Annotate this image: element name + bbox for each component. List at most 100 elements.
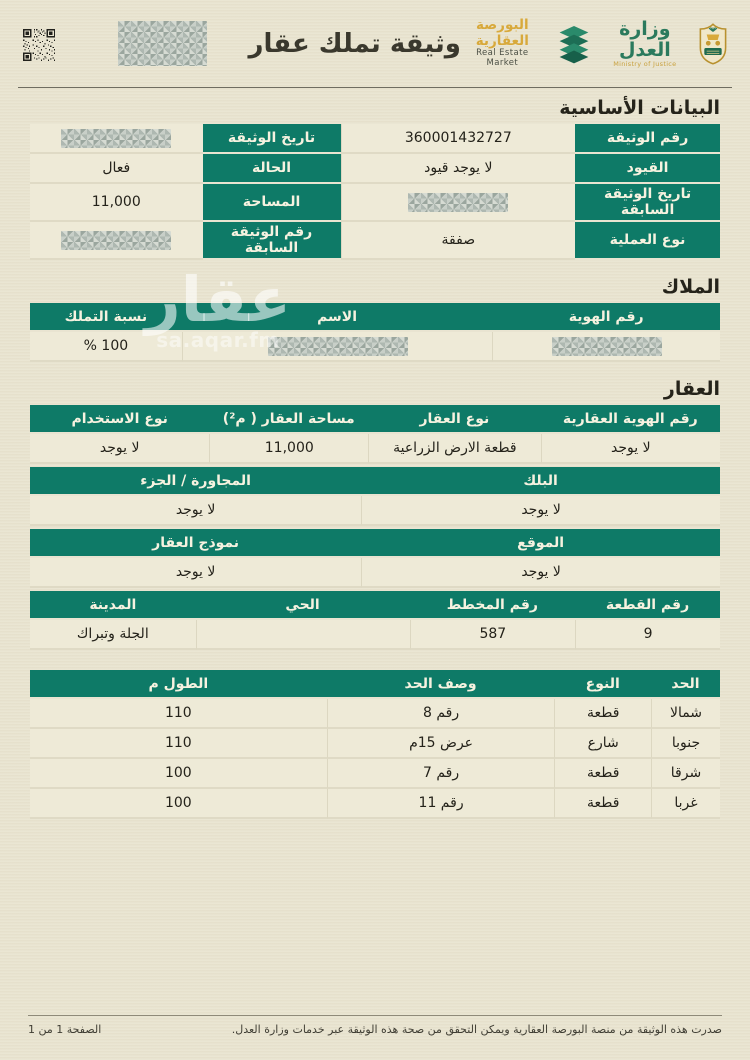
- property-block-table: البلك المجاورة / الجزء لا يوجد لا يوجد: [30, 467, 720, 526]
- label-document-number: رقم الوثيقة: [575, 124, 720, 154]
- value-block: لا يوجد: [361, 496, 720, 526]
- table-header-row: رقم الهوية الاسم نسبة التملك: [30, 303, 720, 332]
- value-usage-type: لا يوجد: [30, 434, 210, 464]
- real-estate-market-label-en: Real Estate Market: [476, 48, 529, 69]
- section-title-basic: البيانات الأساسية: [559, 97, 720, 119]
- column-plot-number: رقم القطعة: [575, 591, 720, 620]
- column-block: البلك: [361, 467, 720, 496]
- value-boundary-north: شمالا: [651, 699, 720, 729]
- table-header-row: الحد النوع وصف الحد الطول م: [30, 670, 720, 699]
- ministry-of-justice-label-en: Ministry of Justice: [613, 59, 677, 68]
- ministry-emblem-icon: [699, 22, 727, 65]
- footer-page-number: الصفحة 1 من 1: [28, 1023, 102, 1036]
- real-estate-market-label-ar: البورصة العقارية: [475, 17, 529, 49]
- column-location: الموقع: [361, 529, 720, 558]
- value-property-id: لا يوجد: [540, 434, 720, 464]
- section-title-property: العقار: [663, 378, 720, 400]
- value-property-model: لا يوجد: [30, 558, 362, 588]
- table-row: 9 587 الجلة وتبراك: [30, 620, 720, 650]
- value-area: 11,000: [30, 184, 203, 222]
- value-owner-id: [492, 332, 720, 362]
- column-ownership-share: نسبة التملك: [30, 303, 182, 332]
- value-location: لا يوجد: [361, 558, 720, 588]
- label-previous-document-date: تاريخ الوثيقة السابقة: [575, 184, 720, 222]
- value-plot-number: 9: [575, 620, 720, 650]
- column-property-id: رقم الهوية العقارية: [540, 405, 720, 434]
- section-title-owners: الملاك: [661, 276, 720, 298]
- column-property-model: نموذج العقار: [30, 529, 362, 558]
- table-row: لا يوجد لا يوجد: [30, 496, 720, 526]
- value-boundary-north-length: 110: [30, 699, 327, 729]
- table-row: نوع العملية صفقة رقم الوثيقة السابقة: [30, 222, 720, 260]
- property-plan-table: رقم القطعة رقم المخطط الحي المدينة 9 587…: [30, 591, 720, 650]
- value-boundary-west-length: 100: [30, 789, 327, 819]
- column-boundary-type: النوع: [554, 670, 651, 699]
- value-boundary-west-type: قطعة: [554, 789, 651, 819]
- real-estate-market-logo: البورصة العقارية Real Estate Market: [461, 17, 544, 69]
- value-boundary-east-length: 100: [30, 759, 327, 789]
- table-header-row: الموقع نموذج العقار: [30, 529, 720, 558]
- column-property-type: نوع العقار: [368, 405, 541, 434]
- page-title: وثيقة تملك عقار: [248, 28, 461, 59]
- header-logos: البورصة العقارية Real Estate Market وزار…: [461, 17, 728, 71]
- redacted-value: [61, 128, 172, 148]
- column-owner-name: الاسم: [181, 303, 493, 332]
- label-transaction-type: نوع العملية: [575, 222, 720, 260]
- value-ownership-share: % 100: [30, 332, 182, 362]
- value-boundary-south: جنوبا: [651, 729, 720, 759]
- value-previous-document-number: [30, 222, 203, 260]
- owners-table: رقم الهوية الاسم نسبة التملك % 100: [30, 303, 720, 362]
- column-boundary-description: وصف الحد: [326, 670, 555, 699]
- table-row: % 100: [30, 332, 720, 362]
- value-boundary-south-length: 110: [30, 729, 327, 759]
- value-boundary-south-type: شارع: [554, 729, 651, 759]
- basic-data-table: رقم الوثيقة 360001432727 تاريخ الوثيقة ا…: [30, 124, 720, 260]
- value-boundary-north-description: رقم 8: [326, 699, 555, 729]
- document-footer: صدرت هذه الوثيقة من منصة البورصة العقاري…: [28, 1015, 722, 1036]
- label-previous-document-number: رقم الوثيقة السابقة: [202, 222, 341, 260]
- redacted-value: [408, 192, 509, 212]
- value-document-number: 360001432727: [340, 124, 576, 154]
- column-adjacent-part: المجاورة / الجزء: [30, 467, 362, 496]
- label-status: الحالة: [202, 154, 341, 184]
- column-city: المدينة: [30, 591, 196, 620]
- value-property-area: 11,000: [209, 434, 369, 464]
- value-property-type: قطعة الارض الزراعية: [368, 434, 541, 464]
- redacted-value: [551, 336, 662, 356]
- value-status: فعال: [30, 154, 203, 184]
- table-row: غربا قطعة رقم 11 100: [30, 789, 720, 819]
- document-header: وثيقة تملك عقار البورصة العقارية Real Es…: [18, 0, 732, 88]
- column-district: الحي: [195, 591, 410, 620]
- table-row: شمالا قطعة رقم 8 110: [30, 699, 720, 729]
- value-plan-number: 587: [409, 620, 576, 650]
- boundaries-table: الحد النوع وصف الحد الطول م شمالا قطعة ر…: [30, 670, 720, 819]
- label-restrictions: القيود: [575, 154, 720, 184]
- table-row: تاريخ الوثيقة السابقة المساحة 11,000: [30, 184, 720, 222]
- value-owner-name: [181, 332, 493, 362]
- table-row: شرقا قطعة رقم 7 100: [30, 759, 720, 789]
- value-boundary-east: شرقا: [651, 759, 720, 789]
- table-header-row: رقم القطعة رقم المخطط الحي المدينة: [30, 591, 720, 620]
- table-row: القيود لا يوجد قيود الحالة فعال: [30, 154, 720, 184]
- column-length-m: الطول م: [30, 670, 327, 699]
- ministry-of-justice-label-ar: وزارة العدل: [618, 18, 671, 61]
- table-row: لا يوجد لا يوجد: [30, 558, 720, 588]
- column-usage-type: نوع الاستخدام: [30, 405, 210, 434]
- value-boundary-west: غربا: [651, 789, 720, 819]
- column-plan-number: رقم المخطط: [409, 591, 576, 620]
- ministry-of-justice-logo: وزارة العدل Ministry of Justice: [604, 19, 686, 68]
- rem-stack-icon: [559, 25, 589, 63]
- table-row: جنوبا شارع عرض 15م 110: [30, 729, 720, 759]
- value-document-date: [30, 124, 203, 154]
- redacted-value: [267, 336, 408, 356]
- property-main-table: رقم الهوية العقارية نوع العقار مساحة الع…: [30, 405, 720, 464]
- value-boundary-east-description: رقم 7: [326, 759, 555, 789]
- column-boundary: الحد: [651, 670, 720, 699]
- footer-note: صدرت هذه الوثيقة من منصة البورصة العقاري…: [231, 1023, 722, 1036]
- value-adjacent-part: لا يوجد: [30, 496, 362, 526]
- value-previous-document-date: [340, 184, 576, 222]
- table-header-row: البلك المجاورة / الجزء: [30, 467, 720, 496]
- value-city: الجلة وتبراك: [30, 620, 196, 650]
- value-restrictions: لا يوجد قيود: [340, 154, 576, 184]
- qr-code-icon: [23, 28, 55, 61]
